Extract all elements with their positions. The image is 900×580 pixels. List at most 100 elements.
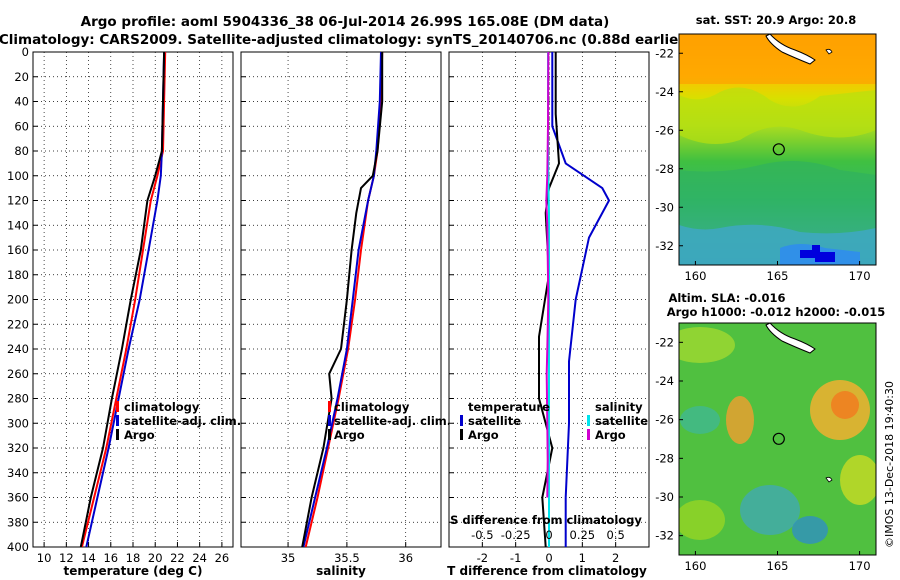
x-tick-label: 12	[59, 551, 74, 565]
x-tick-label: 36	[398, 551, 413, 565]
difference-lines	[538, 52, 610, 547]
depth-tick-label: 220	[7, 317, 29, 331]
x-tick-label: 20	[148, 551, 163, 565]
salinity-axis-label: salinity	[316, 564, 366, 578]
series-argo	[79, 52, 166, 547]
legend-argo: Argo	[334, 428, 365, 442]
sla-orange-blob-west	[726, 396, 754, 444]
new-caledonia-land	[765, 34, 816, 65]
sst-map: sat. SST: 20.9 Argo: 20.8 160 165 170 -22 -2…	[655, 13, 877, 283]
sla-map-subtitle: Argo h1000: -0.012 h2000: -0.015	[667, 305, 886, 319]
legend-satellite-adj: satellite-adj. clim.	[334, 414, 451, 428]
legend-s-satellite-swatch	[587, 415, 590, 426]
legend-t-argo-swatch	[460, 429, 463, 440]
depth-tick-label: 40	[14, 95, 29, 109]
sla-cyan-blob	[680, 406, 720, 434]
depth-tick-label: 260	[7, 367, 29, 381]
depth-tick-label: 100	[7, 169, 29, 183]
lat-tick-label: -22	[655, 46, 674, 60]
s-tick-label: -0.25	[501, 528, 531, 542]
sla-map-ticks: 160 165 170 -22 -24 -26 -28 -30 -32	[655, 335, 870, 573]
lon-tick-label: 165	[767, 269, 789, 283]
legend-argo-swatch	[328, 429, 331, 440]
t-difference-tick-labels: -2 -1 0 1 2	[477, 551, 620, 565]
salinity-tick-labels: 35 35.5 36	[281, 551, 413, 565]
title-line-1: Argo profile: aoml 5904336_38 06-Jul-201…	[81, 14, 610, 30]
depth-tick-label: 160	[7, 243, 29, 257]
lon-tick-label: 160	[684, 559, 706, 573]
legend-climatology: climatology	[124, 400, 200, 414]
legend-salinity-title: salinity	[595, 400, 643, 414]
sla-map: Altim. SLA: -0.016 Argo h1000: -0.012 h2…	[655, 291, 885, 573]
argo-float-marker	[772, 432, 785, 445]
sla-blue-core	[792, 516, 828, 544]
island-land	[825, 476, 833, 483]
sst-deep-blue-patch	[800, 245, 835, 262]
depth-tick-label: 380	[7, 515, 29, 529]
lat-tick-label: -24	[655, 374, 674, 388]
title-line-2: Climatology: CARS2009. Satellite-adjuste…	[0, 32, 691, 48]
x-tick-label: -2	[477, 551, 488, 565]
depth-tick-label: 200	[7, 293, 29, 307]
legend-s-argo: Argo	[595, 428, 626, 442]
legend-t-satellite: satellite	[468, 414, 521, 428]
depth-tick-label: 180	[7, 268, 29, 282]
legend-t-satellite-swatch	[460, 415, 463, 426]
s-tick-label: -0.5	[471, 528, 493, 542]
x-tick-label: 0	[545, 551, 552, 565]
lon-tick-label: 170	[849, 269, 871, 283]
sla-blue-blob	[740, 485, 800, 535]
depth-tick-label: 400	[7, 540, 29, 554]
lat-tick-label: -26	[655, 413, 674, 427]
temperature-tick-labels: 10 12 14 16 18 20 22 24 26	[37, 551, 229, 565]
legend-s-satellite: satellite	[595, 414, 648, 428]
depth-tick-label: 20	[14, 70, 29, 84]
difference-panel: -2 -1 0 1 2 T difference from climatology S …	[447, 51, 650, 578]
depth-tick-label: 140	[7, 218, 29, 232]
x-tick-label: 10	[37, 551, 52, 565]
lat-tick-label: -28	[655, 451, 674, 465]
lat-tick-label: -26	[655, 123, 674, 137]
x-tick-label: 2	[612, 551, 619, 565]
lon-tick-label: 170	[849, 559, 871, 573]
lon-tick-label: 165	[767, 559, 789, 573]
t-difference-axis-label: T difference from climatology	[447, 564, 647, 578]
legend-climatology: climatology	[334, 400, 410, 414]
depth-tick-label: 80	[14, 144, 29, 158]
lat-tick-label: -32	[655, 239, 674, 253]
salinity-legend: climatology satellite-adj. clim. Argo	[328, 400, 451, 442]
x-tick-label: 35.5	[334, 551, 360, 565]
imos-credit: ©IMOS 13-Dec-2018 19:40:30	[883, 381, 896, 548]
sst-yellow-green-region	[679, 87, 876, 144]
x-tick-label: 22	[170, 551, 185, 565]
legend-argo: Argo	[124, 428, 155, 442]
depth-tick-label: 120	[7, 194, 29, 208]
salinity-panel: 35 35.5 36 salinity climatology satellite-…	[240, 51, 451, 578]
depth-tick-label: 300	[7, 416, 29, 430]
legend-s-argo-swatch	[587, 429, 590, 440]
lat-tick-label: -22	[655, 335, 674, 349]
series-satellite-adj-clim-	[302, 52, 382, 547]
s-tick-label: 0.25	[570, 528, 596, 542]
argo-float-marker	[772, 143, 785, 156]
legend-climatology-swatch	[328, 401, 331, 412]
x-tick-label: 18	[126, 551, 141, 565]
x-tick-label: -1	[510, 551, 521, 565]
temperature-lines	[79, 52, 167, 547]
temperature-grid	[33, 51, 233, 548]
x-tick-label: 24	[192, 551, 207, 565]
legend-temperature-title: temperature	[468, 400, 550, 414]
series-argo	[301, 52, 384, 547]
sla-map-title: Altim. SLA: -0.016	[668, 291, 785, 305]
depth-tick-label: 60	[14, 119, 29, 133]
s-difference-tick-labels: -0.5 -0.25 0 0.25 0.5	[471, 528, 625, 542]
lat-tick-label: -30	[655, 490, 674, 504]
legend-climatology-swatch	[116, 401, 119, 412]
new-caledonia-land	[765, 323, 816, 354]
depth-tick-label: 340	[7, 466, 29, 480]
depth-tick-label: 240	[7, 342, 29, 356]
s-difference-axis-label: S difference from climatology	[450, 513, 642, 527]
s-tick-label: 0.5	[607, 528, 625, 542]
x-tick-label: 26	[215, 551, 230, 565]
